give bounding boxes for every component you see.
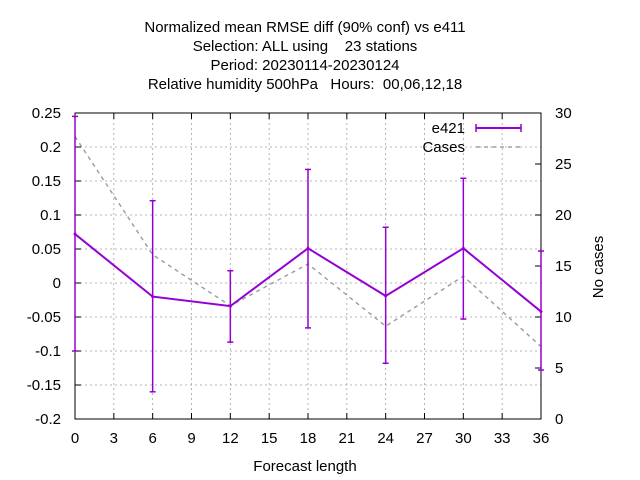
y-tick-label: 0.2	[40, 139, 61, 156]
y2-axis-label: No cases	[590, 236, 607, 299]
title-line: Period: 20230114-20230124	[210, 57, 399, 74]
x-tick-label: 36	[533, 430, 550, 447]
x-tick-label: 12	[222, 430, 239, 447]
y-tick-label: 0	[53, 275, 61, 292]
x-tick-label: 6	[148, 430, 156, 447]
title-line: Selection: ALL using 23 stations	[193, 38, 418, 55]
e421-point	[384, 294, 388, 298]
e421-point	[306, 246, 310, 250]
x-tick-label: 21	[338, 430, 355, 447]
e421-point	[228, 304, 232, 308]
x-tick-label: 30	[455, 430, 472, 447]
y2-tick-label: 25	[555, 156, 572, 173]
axes: 0 3 6 9 12 15 18 21 24 27 30 33 36-0.2-0.15-0.1-0.05…	[27, 105, 572, 447]
y-tick-label: 0.15	[32, 173, 61, 190]
y2-tick-label: 5	[555, 360, 563, 377]
y-tick-label: -0.15	[27, 377, 61, 394]
e421-series	[72, 115, 544, 393]
y2-tick-label: 10	[555, 309, 572, 326]
legend-label-cases: Cases	[422, 139, 465, 156]
y2-tick-label: 15	[555, 258, 572, 275]
y-tick-label: 0.25	[32, 105, 61, 122]
y-tick-label: -0.05	[27, 309, 61, 326]
y-tick-label: 0.1	[40, 207, 61, 224]
e421-point	[151, 295, 155, 299]
chart-title: Normalized mean RMSE diff (90% conf) vs …	[144, 19, 465, 93]
x-tick-label: 0	[71, 430, 79, 447]
y-tick-label: -0.2	[35, 411, 61, 428]
e421-point	[539, 310, 543, 314]
y2-tick-label: 30	[555, 105, 572, 122]
e421-point	[73, 232, 77, 236]
legend-label-e421: e421	[432, 120, 465, 137]
x-tick-label: 24	[377, 430, 394, 447]
y-tick-label: 0.05	[32, 241, 61, 258]
legend: e421 Cases	[422, 120, 522, 156]
x-tick-label: 15	[261, 430, 278, 447]
x-tick-label: 18	[300, 430, 317, 447]
x-axis-label: Forecast length	[253, 458, 356, 475]
x-tick-label: 27	[416, 430, 433, 447]
y-tick-label: -0.1	[35, 343, 61, 360]
x-tick-label: 33	[494, 430, 511, 447]
y2-tick-label: 20	[555, 207, 572, 224]
y2-tick-label: 0	[555, 411, 563, 428]
title-line: Relative humidity 500hPa Hours: 00,06,12…	[148, 76, 462, 93]
x-tick-label: 9	[187, 430, 195, 447]
e421-point	[461, 246, 465, 250]
title-line: Normalized mean RMSE diff (90% conf) vs …	[144, 19, 465, 36]
x-tick-label: 3	[110, 430, 118, 447]
